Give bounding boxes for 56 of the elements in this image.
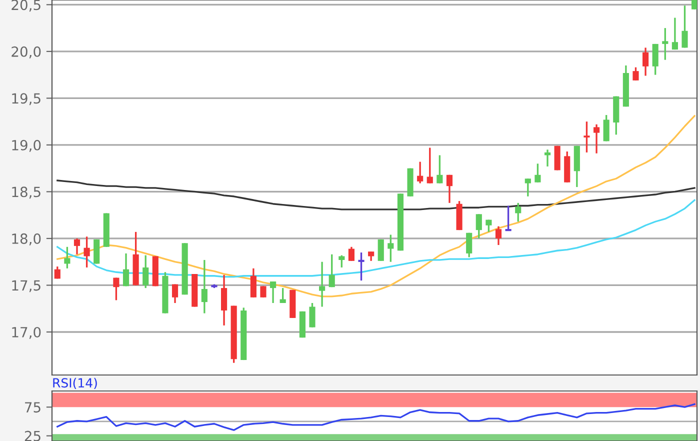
candlestick bbox=[250, 268, 256, 298]
candlestick bbox=[309, 302, 316, 328]
candlestick bbox=[476, 213, 482, 240]
candlestick bbox=[642, 46, 649, 77]
candlestick bbox=[368, 250, 374, 262]
y-tick-label: 18,5 bbox=[12, 186, 40, 199]
candlestick bbox=[584, 120, 590, 154]
y-tick-label: 20,0 bbox=[12, 46, 41, 58]
candlestick bbox=[220, 274, 228, 326]
candlestick bbox=[113, 276, 120, 302]
chart-title: RSI(14) bbox=[53, 378, 97, 390]
candlestick bbox=[270, 280, 276, 304]
candlestick bbox=[122, 252, 130, 287]
candlestick bbox=[692, 0, 697, 10]
candlestick bbox=[682, 4, 688, 49]
y-tick-label: 18,0 bbox=[12, 233, 41, 246]
candlestick bbox=[515, 202, 522, 222]
candlestick bbox=[466, 232, 472, 258]
candlestick bbox=[652, 43, 658, 76]
candlestick bbox=[593, 124, 600, 154]
candlestick bbox=[64, 246, 70, 270]
candlestick bbox=[260, 285, 266, 298]
candlestick bbox=[74, 238, 80, 256]
candlestick bbox=[446, 174, 453, 204]
y-tick-label: 19,5 bbox=[12, 93, 40, 106]
candlestick bbox=[495, 225, 502, 246]
y-tick-label: 17,5 bbox=[12, 280, 40, 292]
candlestick bbox=[388, 234, 394, 263]
line-series bbox=[56, 115, 696, 298]
candlestick bbox=[328, 254, 335, 288]
candlestick bbox=[486, 218, 492, 233]
y-tick-label: 25 bbox=[24, 430, 40, 441]
candlestick bbox=[54, 266, 60, 280]
y-tick-label: 17,0 bbox=[12, 326, 41, 339]
candlestick bbox=[524, 178, 531, 198]
y-tick-label: 19,0 bbox=[12, 140, 41, 152]
y-tick-label: 20,5 bbox=[12, 0, 40, 12]
candlestick bbox=[378, 238, 384, 262]
candlestick bbox=[417, 160, 424, 184]
candlestick bbox=[280, 287, 286, 304]
candlestick bbox=[338, 254, 345, 268]
candlestick bbox=[632, 66, 639, 82]
candlestick bbox=[436, 154, 443, 184]
line-series bbox=[56, 403, 696, 431]
y-tick-label: 75 bbox=[25, 402, 40, 413]
candlestick bbox=[662, 27, 668, 61]
candlestick bbox=[426, 146, 433, 184]
candlestick bbox=[534, 162, 541, 184]
candlestick bbox=[603, 114, 610, 142]
candlestick bbox=[84, 236, 90, 268]
candlestick bbox=[172, 283, 178, 304]
candlestick bbox=[348, 246, 355, 262]
candlestick bbox=[142, 254, 149, 289]
candlestick bbox=[672, 16, 678, 50]
candlestick bbox=[319, 261, 326, 308]
candlestick bbox=[201, 259, 208, 314]
